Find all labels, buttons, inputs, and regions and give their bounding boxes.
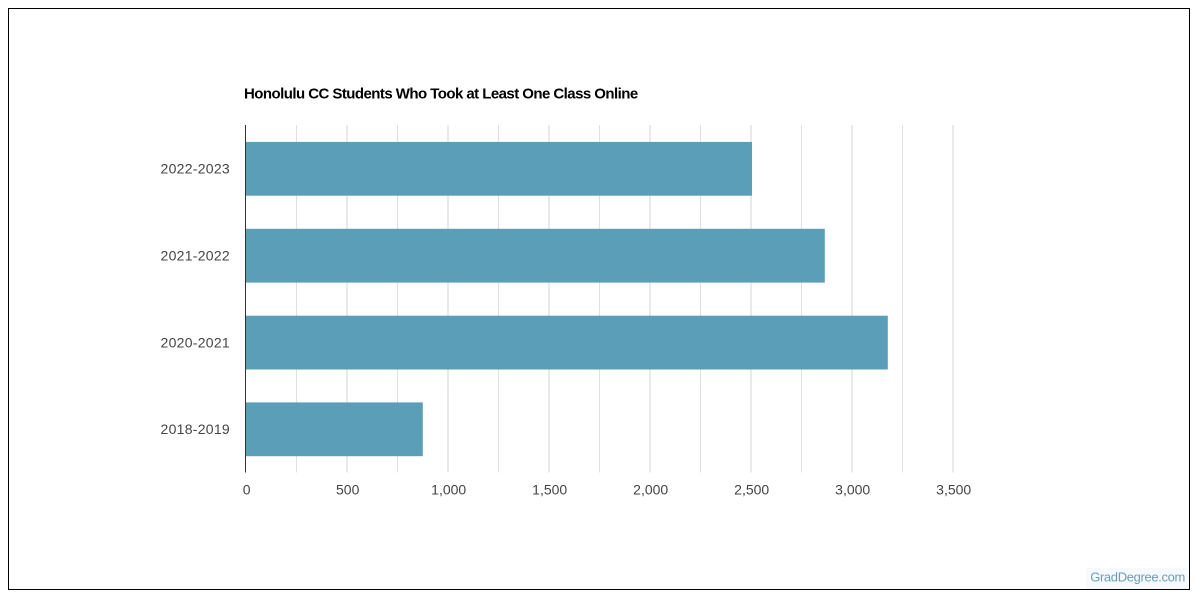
svg-text:1,000: 1,000 xyxy=(431,482,466,498)
svg-text:2022-2023: 2022-2023 xyxy=(161,161,230,177)
svg-text:0: 0 xyxy=(243,482,251,498)
svg-text:1,500: 1,500 xyxy=(532,482,567,498)
svg-text:3,000: 3,000 xyxy=(835,482,870,498)
svg-text:2021-2022: 2021-2022 xyxy=(161,247,230,263)
svg-text:2018-2019: 2018-2019 xyxy=(161,421,230,437)
svg-text:2020-2021: 2020-2021 xyxy=(161,334,230,350)
svg-text:500: 500 xyxy=(336,482,360,498)
svg-text:2,000: 2,000 xyxy=(633,482,668,498)
svg-text:Honolulu CC Students Who Took: Honolulu CC Students Who Took at Least O… xyxy=(244,86,638,103)
svg-text:GradDegree.com: GradDegree.com xyxy=(1090,570,1185,585)
svg-text:3,500: 3,500 xyxy=(936,482,971,498)
svg-text:2,500: 2,500 xyxy=(734,482,769,498)
